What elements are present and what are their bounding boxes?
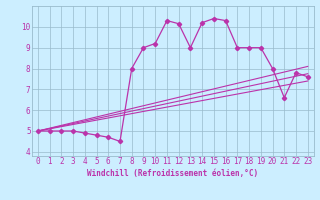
X-axis label: Windchill (Refroidissement éolien,°C): Windchill (Refroidissement éolien,°C) — [87, 169, 258, 178]
